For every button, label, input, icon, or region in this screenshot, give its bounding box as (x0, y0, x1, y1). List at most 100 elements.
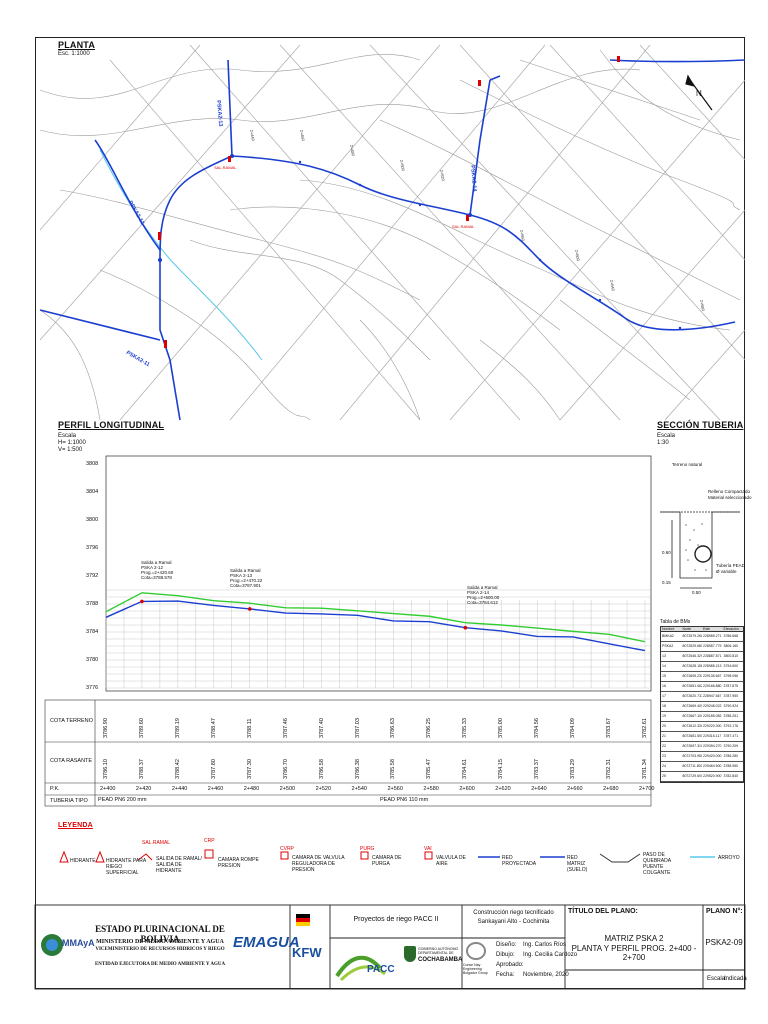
tb-plano-no-label: PLANO N°: (706, 908, 743, 915)
bm-table-row: 20 8072612.330 229220.300 3792.176 (661, 722, 743, 732)
bm-table-row: 21 8072681.500 229316.117 3787.471 (661, 732, 743, 742)
bm-cell: 229464.500 (703, 764, 722, 768)
pk-value: 2+420 (135, 786, 152, 792)
bm-cell: 3787.875 (723, 684, 739, 688)
bm-cell: 8072703.950 (682, 754, 703, 758)
bm-cell: 19 (662, 714, 666, 718)
svg-text:2+440: 2+440 (249, 129, 256, 142)
pk-value: 2+700 (639, 786, 655, 792)
tb-diseno-label: Diseño: (496, 942, 517, 948)
stream-line (99, 149, 263, 361)
y-tick-label: 3800 (86, 517, 99, 523)
legend-hidrante-riego: HIDRANTE PARA RIEGO SUPERFICIAL (106, 858, 146, 876)
legend-vai-code: VAI (424, 846, 432, 852)
legend-purga: CAMARA DE PURGA (372, 855, 402, 867)
row-label-tuberia: TUBERIA TIPO (50, 798, 88, 804)
bm-cell: 3798.096 (723, 674, 739, 678)
bm-cell: 24 (662, 764, 666, 768)
tb-escala: Indicada (724, 976, 747, 982)
svg-text:2+480: 2+480 (349, 144, 356, 157)
pk-value: 2+480 (243, 786, 260, 792)
legend-crp: CAMARA ROMPE PRESION (218, 857, 259, 869)
bm-table-row: BMKA2 8072579.268 228989.271 3786.668 (661, 632, 743, 642)
bm-cell: 3787.471 (723, 734, 739, 738)
legend-cvrp: CAMARA DE VALVULA REGULADORA DE PRESION (292, 855, 345, 873)
tb-escala-label: Escala: (707, 976, 727, 982)
bm-table-row: 15 8072605.231 229135.667 3798.096 (661, 672, 743, 682)
bm-cell: 3806.160 (723, 644, 739, 648)
bm-cell: 20 (662, 724, 666, 728)
bm-cell: 8072667.100 (682, 714, 703, 718)
section-dim-width: 0.50 (692, 590, 701, 595)
terrain-profile-line (105, 592, 646, 643)
pk-value: 2+500 (279, 786, 296, 792)
profile-annotation-1: Salida a Ramal PSKA 2-12 Prog.=2+420.60 Cot… (141, 560, 174, 580)
bm-cell: 8072612.330 (682, 724, 703, 728)
rasante-profile-line (105, 600, 646, 652)
legend-hidrante: HIDRANTE (70, 858, 96, 864)
pk-value: 2+400 (100, 786, 116, 792)
pk-value: 2+440 (171, 786, 188, 792)
bm-table-row: PSKA2 8072529.680 228957.779 3806.160 (661, 642, 743, 652)
bm-header-cell: Nombre (662, 627, 675, 631)
bm-cell: 228985.213 (703, 664, 722, 668)
tb-fecha-label: Fecha: (496, 972, 515, 978)
svg-text:2+460: 2+460 (299, 129, 306, 142)
pk-value: 2+640 (531, 786, 547, 792)
bm-cell: BMKA2 (662, 634, 674, 638)
bm-cell: 228887.871 (703, 654, 722, 658)
chainage-labels: 2+440 2+460 2+480 2+500 2+520 2+560 2+60… (249, 129, 706, 312)
tb-dibujo: Ing. Cecilia Cardozo (523, 952, 578, 958)
legend-valvula: VALVULA DE AIRE (436, 855, 466, 867)
pk-value: 2+520 (315, 786, 332, 792)
bm-cell: 3800.810 (723, 654, 739, 658)
section-dim-h1: 0.60 (662, 550, 671, 555)
pk-value: 2+460 (207, 786, 224, 792)
y-tick-label: 3780 (86, 657, 99, 663)
section-scale: 1:30 (657, 440, 669, 446)
bm-table-row: 18 8072669.409 229248.022 3790.924 (661, 702, 743, 712)
bm-table-row: 14 8072628.158 228985.213 3794.600 (661, 662, 743, 672)
tb-plano-no: PSKA2-09 (705, 938, 743, 947)
tb-aprobado-label: Aprobado: (496, 962, 524, 968)
bm-cell: 15 (662, 674, 666, 678)
y-tick-label: 3784 (86, 629, 99, 635)
legend-title: LEYENDA (58, 822, 93, 829)
mmaya-logo: MMAyA (40, 928, 95, 962)
pk-value: 2+580 (423, 786, 439, 792)
bm-cell: 8072529.680 (682, 644, 703, 648)
bm-header-cell: Elevación (723, 627, 739, 631)
bm-cell: 229316.117 (703, 734, 722, 738)
bm-cell: 228957.779 (703, 644, 722, 648)
bm-cell: 229185.082 (703, 714, 722, 718)
y-tick-label: 3788 (86, 601, 99, 607)
bm-cell: 3790.209 (723, 744, 739, 748)
bm-cell: 3786.280 (723, 754, 739, 758)
tb-consultora: Conse Nay Engineering Bolgador Group (463, 963, 488, 975)
pk-value: 2+560 (387, 786, 403, 792)
tb-plano-title1: MATRIZ PSKA 2 (604, 934, 664, 943)
profile-title: PERFIL LONGITUDINAL (58, 420, 165, 430)
tb-cochabamba: COCHABAMBA (418, 957, 463, 963)
bm-cell: 8072579.268 (682, 634, 703, 638)
bm-cell: 3790.924 (723, 704, 739, 708)
contour-lines (39, 49, 741, 421)
consultora-logo (466, 942, 486, 960)
bm-cell: 8072546.329 (682, 654, 703, 658)
bm-cell: 229166.880 (703, 684, 722, 688)
section-relleno-label: Relleno Compactado (708, 489, 751, 494)
plan-title: PLANTA (58, 40, 96, 50)
bm-table-row: 23 8072703.950 229420.000 3786.280 (661, 752, 743, 762)
bm-cell: 228947.667 (703, 694, 722, 698)
tb-plano-title2: PLANTA Y PERFIL PROG. 2+400 - 2+700 (571, 944, 697, 962)
outlet-point (247, 607, 252, 611)
tb-project-line2: Sankayani Alto - Cochimita (477, 919, 550, 925)
bm-header-cell: Norte (682, 627, 692, 631)
bm-table: Nombre Norte Este Elevación BMKA2 8072579.268… (660, 626, 744, 783)
svg-text:N: N (696, 89, 702, 98)
bm-cell: 25 (662, 774, 666, 778)
bm-cell: 3794.600 (723, 664, 739, 668)
tuberia-type-b: PEAD PN6 110 mm (380, 797, 429, 803)
row-label-pk: P.K. (50, 786, 60, 792)
